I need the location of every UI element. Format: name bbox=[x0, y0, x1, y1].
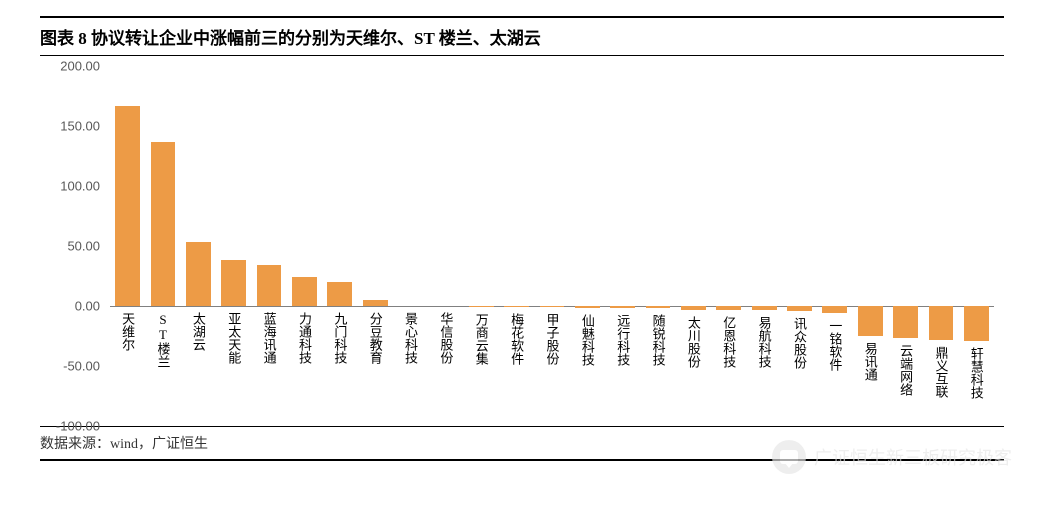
bar bbox=[292, 277, 317, 306]
bar bbox=[221, 260, 246, 306]
category-label: 华信股份 bbox=[439, 312, 452, 364]
bar bbox=[964, 306, 989, 341]
bar bbox=[610, 306, 635, 308]
bar-slot: 易讯通 bbox=[853, 66, 888, 426]
bar bbox=[469, 306, 494, 307]
y-axis-tick: 0.00 bbox=[40, 299, 100, 314]
bar-slot: 景心科技 bbox=[393, 66, 428, 426]
y-axis-tick: 100.00 bbox=[40, 179, 100, 194]
bar-slot: 亚太天能 bbox=[216, 66, 251, 426]
category-label: 蓝海讯通 bbox=[263, 312, 276, 364]
bar-slot: 甲子股份 bbox=[534, 66, 569, 426]
category-label: 仙魅科技 bbox=[581, 314, 594, 366]
bar bbox=[929, 306, 954, 340]
bar-slot: 一铭软件 bbox=[817, 66, 852, 426]
category-label: 易讯通 bbox=[864, 342, 877, 381]
y-axis-tick: 150.00 bbox=[40, 119, 100, 134]
bar bbox=[858, 306, 883, 336]
bar-slot: 随锐科技 bbox=[640, 66, 675, 426]
watermark: 广证恒生新三板研究极客 bbox=[772, 440, 1012, 474]
category-label: 随锐科技 bbox=[652, 314, 665, 366]
bar-slot: 讯众股份 bbox=[782, 66, 817, 426]
bar-slot: 华信股份 bbox=[428, 66, 463, 426]
y-axis-tick: -100.00 bbox=[40, 419, 100, 434]
bar-slot: 仙魅科技 bbox=[570, 66, 605, 426]
category-label: 甲子股份 bbox=[545, 313, 558, 365]
bar-slot: 云端网络 bbox=[888, 66, 923, 426]
bar bbox=[646, 306, 671, 308]
category-label: 力通科技 bbox=[298, 312, 311, 364]
category-label: 分豆教育 bbox=[369, 312, 382, 364]
y-axis-tick: 50.00 bbox=[40, 239, 100, 254]
bar bbox=[681, 306, 706, 310]
bar bbox=[327, 282, 352, 306]
category-label: 天维尔 bbox=[121, 312, 134, 351]
bar bbox=[257, 265, 282, 306]
bar bbox=[787, 306, 812, 311]
bar bbox=[186, 242, 211, 306]
bar-slot: 蓝海讯通 bbox=[251, 66, 286, 426]
y-axis-tick: 200.00 bbox=[40, 59, 100, 74]
wechat-icon bbox=[772, 440, 806, 474]
bar bbox=[822, 306, 847, 313]
bar-slot: 梅花软件 bbox=[499, 66, 534, 426]
category-label: ST楼兰 bbox=[157, 312, 170, 368]
bar bbox=[716, 306, 741, 310]
category-label: 亚太天能 bbox=[227, 312, 240, 364]
category-label: 鼎义互联 bbox=[934, 346, 947, 398]
category-label: 远行科技 bbox=[616, 314, 629, 366]
category-label: 太川股份 bbox=[687, 316, 700, 368]
category-label: 轩慧科技 bbox=[970, 347, 983, 399]
watermark-text: 广证恒生新三板研究极客 bbox=[814, 444, 1012, 470]
bar bbox=[893, 306, 918, 338]
bar bbox=[363, 300, 388, 306]
chart-area: -100.00-50.000.0050.00100.00150.00200.00… bbox=[40, 56, 1004, 426]
bar-slot: 易航科技 bbox=[746, 66, 781, 426]
category-label: 一铭软件 bbox=[828, 319, 841, 371]
bar bbox=[752, 306, 777, 310]
bar-slot: 太湖云 bbox=[181, 66, 216, 426]
bar-slot: 轩慧科技 bbox=[959, 66, 994, 426]
bar-slot: ST楼兰 bbox=[145, 66, 180, 426]
category-label: 万商云集 bbox=[475, 313, 488, 365]
bar-slot: 远行科技 bbox=[605, 66, 640, 426]
bar-slot: 九门科技 bbox=[322, 66, 357, 426]
bar bbox=[575, 306, 600, 308]
chart-title: 图表 8 协议转让企业中涨幅前三的分别为天维尔、ST 楼兰、太湖云 bbox=[40, 16, 1004, 56]
bar-slot: 分豆教育 bbox=[358, 66, 393, 426]
category-label: 云端网络 bbox=[899, 344, 912, 396]
bar-slot: 天维尔 bbox=[110, 66, 145, 426]
bar-slot: 亿恩科技 bbox=[711, 66, 746, 426]
bar-slot: 力通科技 bbox=[287, 66, 322, 426]
bar bbox=[115, 106, 140, 306]
bar-slot: 太川股份 bbox=[676, 66, 711, 426]
category-label: 太湖云 bbox=[192, 312, 205, 351]
category-label: 景心科技 bbox=[404, 312, 417, 364]
category-label: 亿恩科技 bbox=[722, 316, 735, 368]
plot-area: -100.00-50.000.0050.00100.00150.00200.00… bbox=[110, 66, 994, 426]
bar-slot: 万商云集 bbox=[464, 66, 499, 426]
bar-slot: 鼎义互联 bbox=[923, 66, 958, 426]
y-axis-tick: -50.00 bbox=[40, 359, 100, 374]
category-label: 九门科技 bbox=[333, 312, 346, 364]
category-label: 讯众股份 bbox=[793, 317, 806, 369]
bar bbox=[151, 142, 176, 306]
bar bbox=[504, 306, 529, 307]
category-label: 易航科技 bbox=[758, 316, 771, 368]
bar bbox=[540, 306, 565, 307]
category-label: 梅花软件 bbox=[510, 313, 523, 365]
